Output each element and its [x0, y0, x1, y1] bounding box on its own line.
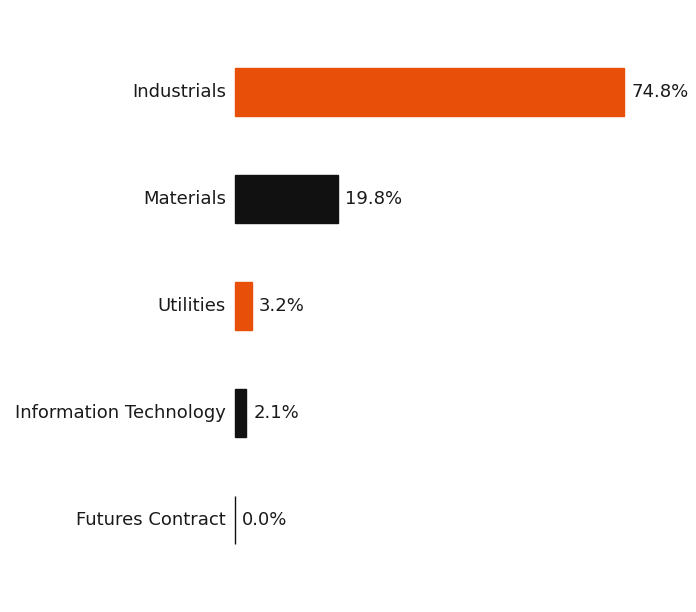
- Text: Materials: Materials: [143, 190, 226, 208]
- Bar: [235, 389, 246, 437]
- Text: Utilities: Utilities: [158, 297, 226, 315]
- Bar: [235, 175, 338, 223]
- Text: Industrials: Industrials: [132, 83, 226, 102]
- Text: 74.8%: 74.8%: [631, 83, 689, 102]
- Text: Futures Contract: Futures Contract: [77, 510, 226, 529]
- Text: 0.0%: 0.0%: [242, 510, 287, 529]
- Text: 19.8%: 19.8%: [345, 190, 402, 208]
- Text: 3.2%: 3.2%: [259, 297, 305, 315]
- Bar: [235, 69, 624, 116]
- Text: Information Technology: Information Technology: [15, 404, 226, 422]
- Bar: [235, 282, 252, 330]
- Text: 2.1%: 2.1%: [253, 404, 299, 422]
